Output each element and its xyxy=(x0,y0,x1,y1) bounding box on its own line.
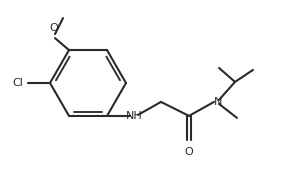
Text: O: O xyxy=(185,147,193,157)
Text: Cl: Cl xyxy=(12,78,23,88)
Text: N: N xyxy=(214,97,222,107)
Text: NH: NH xyxy=(126,111,142,121)
Text: O: O xyxy=(50,23,59,33)
